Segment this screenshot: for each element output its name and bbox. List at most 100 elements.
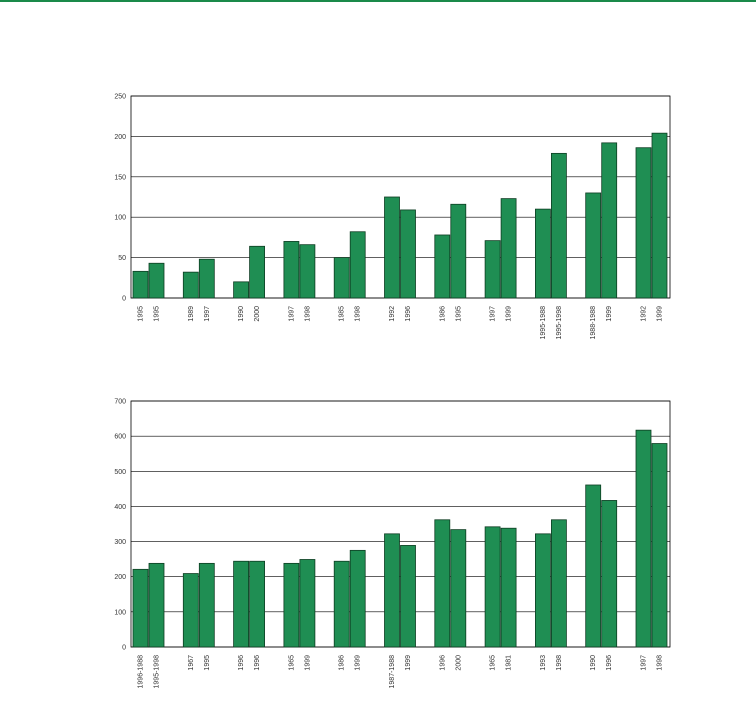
top-accent-rule — [0, 0, 756, 2]
x-tick-label: 1999 — [304, 655, 311, 671]
x-tick-label: 1996 — [238, 655, 245, 671]
bar — [434, 234, 451, 299]
x-tick-label: 1986 — [439, 306, 446, 322]
y-tick-label: 500 — [114, 469, 126, 476]
x-tick-label: 1995-1988 — [540, 306, 547, 340]
y-tick-label: 100 — [114, 215, 126, 222]
bar — [349, 549, 366, 648]
x-tick-label: 1965 — [288, 655, 295, 671]
x-tick-label: 1965 — [490, 655, 497, 671]
y-tick-label: 200 — [114, 134, 126, 141]
x-tick-label: 1981 — [506, 655, 513, 671]
x-tick-label: 2000 — [455, 655, 462, 671]
bar — [450, 529, 467, 648]
y-tick-label: 150 — [114, 174, 126, 181]
y-tick-label: 400 — [114, 504, 126, 511]
bar — [551, 519, 567, 648]
bar — [233, 281, 250, 299]
bar — [132, 568, 149, 648]
bar — [333, 257, 350, 299]
bar — [400, 209, 416, 299]
y-tick-label: 600 — [114, 434, 126, 441]
bar — [635, 429, 652, 648]
bar — [484, 240, 501, 299]
bar — [182, 573, 199, 648]
bar — [249, 560, 266, 648]
x-tick-label: 1995 — [154, 306, 161, 322]
bar — [651, 132, 668, 299]
bar — [148, 262, 165, 299]
x-tick-label: 1996 — [254, 655, 261, 671]
x-tick-label: 1998 — [304, 306, 311, 322]
x-tick-label: 1999 — [506, 306, 513, 322]
chart-2: 0 100 200 300 400 500 600 700 1996-1988 1995-1998… — [114, 399, 671, 689]
x-tick-label: 1995-1998 — [556, 306, 563, 340]
bar — [384, 196, 400, 299]
bar — [299, 244, 316, 299]
bar — [349, 231, 366, 299]
y-tick-label: 200 — [114, 574, 126, 581]
bar — [601, 500, 618, 648]
bar — [484, 526, 501, 648]
x-tick-label: 1998 — [355, 306, 362, 322]
bar — [500, 198, 517, 299]
bar — [601, 142, 618, 299]
x-tick-label: 1995 — [455, 306, 462, 322]
x-tick-label: 1998 — [556, 655, 563, 671]
bar — [585, 484, 602, 648]
bar — [148, 562, 165, 648]
bar — [249, 245, 266, 299]
y-tick-label: 50 — [118, 255, 126, 262]
x-tick-label: 1967 — [188, 655, 195, 671]
bar — [384, 533, 400, 648]
bar — [585, 192, 602, 299]
bar — [535, 533, 551, 648]
x-tick-label: 1993 — [540, 655, 547, 671]
y-tick-label: 100 — [114, 609, 126, 616]
x-tick-label: 1997 — [641, 655, 648, 671]
x-tick-label: 1992 — [641, 306, 648, 322]
bar — [635, 147, 652, 299]
bar — [198, 562, 215, 648]
x-tick-label: 1998 — [657, 655, 664, 671]
bar — [182, 271, 199, 299]
x-tick-label: 1990 — [238, 306, 245, 322]
bar — [400, 545, 416, 648]
bar — [434, 519, 451, 648]
x-tick-label: 1997 — [288, 306, 295, 322]
x-tick-label: 1990 — [590, 655, 597, 671]
bar — [535, 208, 551, 299]
bar — [651, 443, 668, 648]
chart-1: 0 50 100 150 200 250 1995 1995 1989 1997 1990 2000 1… — [114, 94, 671, 340]
bar — [299, 559, 316, 648]
x-tick-label: 1999 — [606, 306, 613, 322]
bar — [500, 527, 517, 648]
bar — [233, 560, 250, 648]
x-tick-label: 1995-1998 — [154, 655, 161, 689]
x-tick-label: 1987-1988 — [389, 655, 396, 689]
x-tick-label: 1996-1988 — [138, 655, 145, 689]
x-tick-label: 1999 — [657, 306, 664, 322]
bar — [283, 562, 300, 648]
bar — [198, 258, 215, 299]
x-tick-label: 1996 — [405, 306, 412, 322]
bar — [333, 560, 350, 648]
x-tick-label: 1995 — [204, 655, 211, 671]
y-tick-label: 250 — [114, 94, 126, 101]
x-tick-label: 1995 — [138, 306, 145, 322]
x-tick-label: 1989 — [188, 306, 195, 322]
bar — [283, 241, 300, 299]
y-tick-label: 300 — [114, 539, 126, 546]
x-tick-label: 1986 — [339, 655, 346, 671]
bar — [551, 152, 567, 299]
bar — [132, 270, 149, 299]
y-tick-label: 700 — [114, 399, 126, 406]
x-tick-label: 1997 — [204, 306, 211, 322]
x-tick-label: 1985 — [339, 306, 346, 322]
y-tick-label: 0 — [122, 296, 126, 303]
y-tick-label: 0 — [122, 645, 126, 652]
x-tick-label: 1988-1988 — [590, 306, 597, 340]
x-tick-label: 1992 — [389, 306, 396, 322]
